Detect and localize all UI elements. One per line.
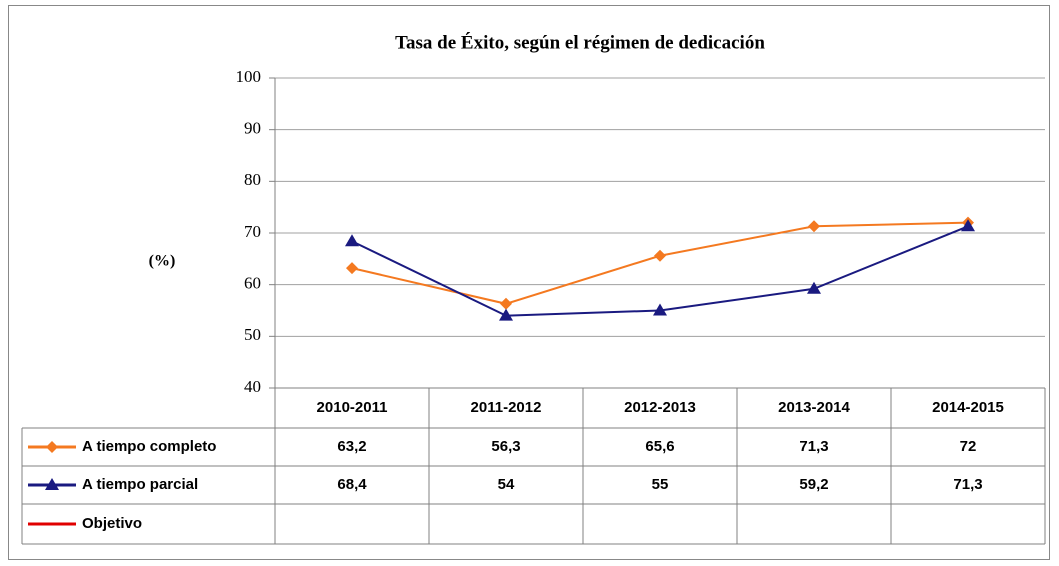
marker [345, 234, 359, 247]
marker [807, 281, 821, 294]
y-tick-label: 40 [244, 377, 261, 396]
x-tick-label: 2010-2011 [317, 399, 388, 416]
marker [346, 262, 358, 275]
table-value: 59,2 [799, 476, 828, 493]
y-tick-label: 50 [244, 325, 261, 344]
x-tick-label: 2013-2014 [778, 399, 850, 416]
chart-title: Tasa de Éxito, según el régimen de dedic… [395, 31, 765, 53]
legend-label: Objetivo [82, 515, 142, 532]
table-value: 65,6 [645, 438, 674, 455]
marker [653, 303, 667, 316]
table-value: 71,3 [799, 438, 828, 455]
table-value: 71,3 [953, 476, 982, 493]
y-axis-label: (%) [149, 253, 176, 270]
marker [500, 297, 512, 310]
y-tick-label: 60 [244, 274, 261, 293]
legend-marker [46, 441, 58, 453]
x-tick-label: 2012-2013 [624, 399, 696, 416]
y-tick-label: 90 [244, 119, 261, 138]
table-value: 68,4 [337, 476, 367, 493]
legend-label: A tiempo completo [82, 438, 216, 455]
table-value: 72 [960, 438, 977, 455]
y-tick-label: 80 [244, 170, 261, 189]
table-value: 54 [498, 476, 515, 493]
legend-marker [45, 478, 59, 490]
marker [808, 220, 820, 233]
table-value: 56,3 [491, 438, 520, 455]
legend-label: A tiempo parcial [82, 476, 198, 493]
marker [961, 219, 975, 232]
marker [654, 249, 666, 262]
y-tick-label: 100 [236, 67, 262, 86]
x-tick-label: 2014-2015 [932, 399, 1004, 416]
y-tick-label: 70 [244, 222, 261, 241]
chart-border [8, 5, 1050, 560]
table-value: 55 [652, 476, 669, 493]
marker [499, 308, 513, 321]
x-tick-label: 2011-2012 [471, 399, 542, 416]
table-value: 63,2 [337, 438, 366, 455]
